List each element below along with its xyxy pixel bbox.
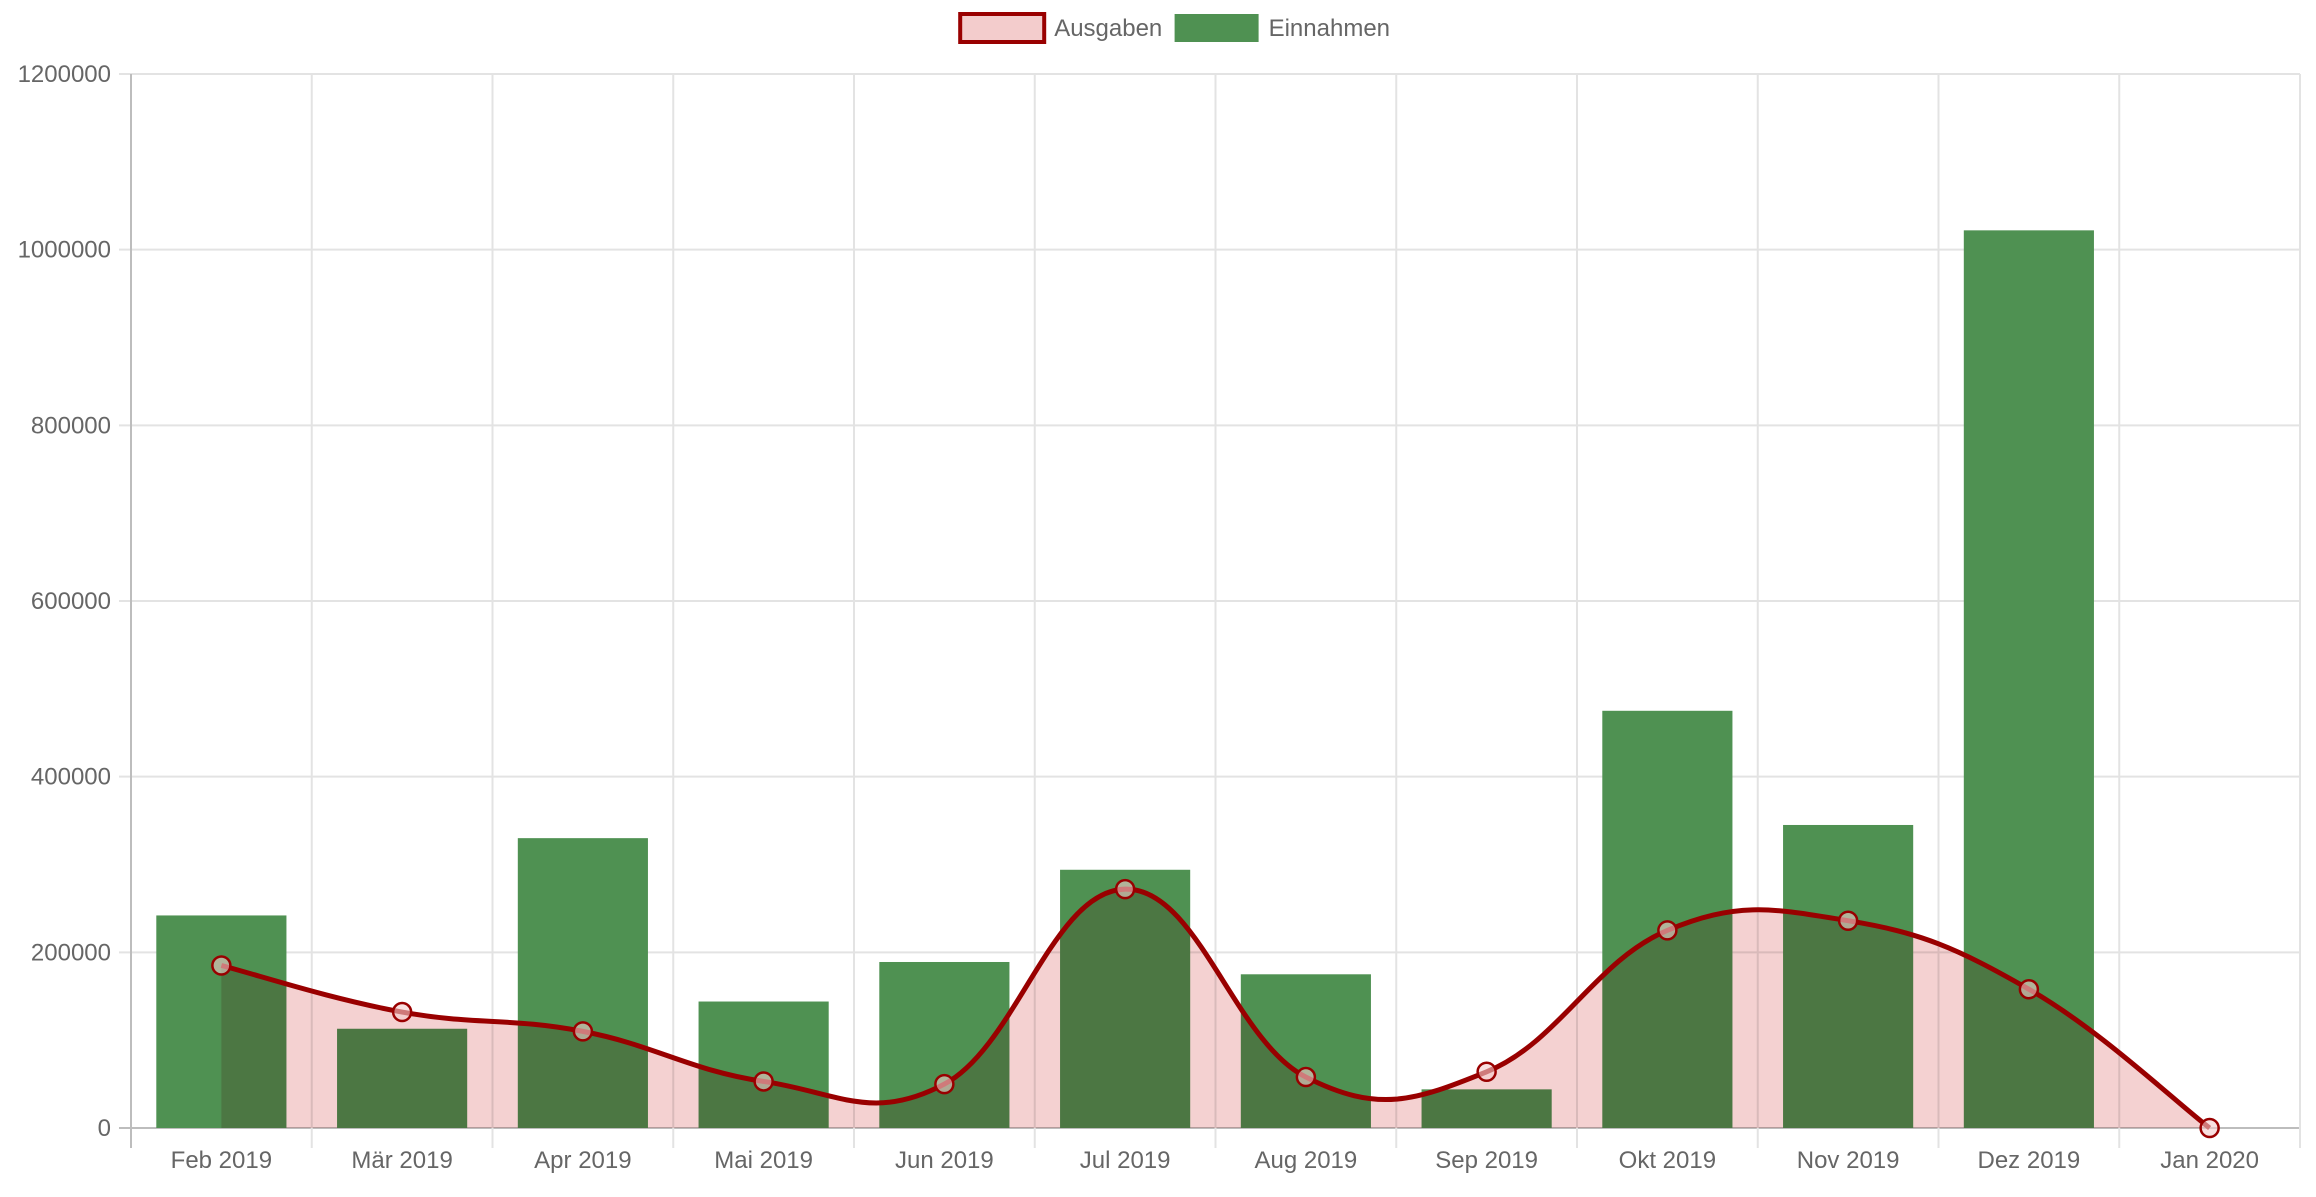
x-tick-label: Mai 2019	[714, 1147, 813, 1174]
x-tick-label: Okt 2019	[1619, 1147, 1716, 1174]
x-tick-label: Jan 2020	[2160, 1147, 2259, 1174]
ausgaben-point[interactable]	[1114, 878, 1136, 900]
ausgaben-point[interactable]	[1295, 1066, 1317, 1088]
legend-label: Einnahmen	[1269, 15, 1390, 42]
ausgaben-area	[221, 889, 2210, 1128]
legend-swatch	[1174, 14, 1259, 42]
x-tick-label: Mär 2019	[351, 1147, 452, 1174]
legend-item-ausgaben[interactable]: Ausgaben	[958, 12, 1162, 44]
y-tick-label: 400000	[31, 764, 111, 791]
x-tick-label: Sep 2019	[1435, 1147, 1538, 1174]
x-tick-label: Aug 2019	[1254, 1147, 1357, 1174]
axes: 0 200000 400000 600000 800000 1000000 1200000 F…	[18, 61, 2259, 1174]
x-tick-label: Jul 2019	[1080, 1147, 1171, 1174]
ausgaben-point[interactable]	[934, 1073, 955, 1095]
ausgaben-point[interactable]	[1657, 920, 1678, 941]
ausgaben-point[interactable]	[572, 1021, 594, 1042]
ausgaben-area-fill	[221, 889, 2210, 1128]
legend-label: Ausgaben	[1054, 15, 1162, 42]
y-tick-label: 600000	[31, 588, 111, 615]
ausgaben-point[interactable]	[391, 1001, 413, 1023]
y-tick-label: 800000	[31, 412, 111, 439]
legend[interactable]: Ausgaben Einnahmen	[958, 12, 1390, 44]
ausgaben-point[interactable]	[1476, 1061, 1497, 1083]
ausgaben-point[interactable]	[1837, 910, 1859, 931]
ausgaben-point[interactable]	[2018, 978, 2040, 1000]
y-tick-label: 0	[98, 1115, 111, 1142]
ausgaben-point[interactable]	[2199, 1117, 2220, 1139]
x-tick-label: Jun 2019	[895, 1147, 994, 1174]
y-tick-label: 1000000	[18, 237, 111, 264]
legend-item-einnahmen[interactable]: Einnahmen	[1174, 14, 1390, 42]
x-tick-label: Nov 2019	[1797, 1147, 1900, 1174]
legend-swatch	[958, 12, 1047, 44]
x-tick-label: Apr 2019	[534, 1147, 631, 1174]
x-tick-label: Dez 2019	[1978, 1147, 2081, 1174]
y-tick-label: 1200000	[18, 61, 111, 88]
y-tick-label: 200000	[31, 939, 111, 966]
ausgaben-points	[211, 878, 2220, 1139]
x-tick-label: Feb 2019	[171, 1147, 272, 1174]
ausgaben-point[interactable]	[753, 1071, 774, 1092]
ausgaben-point[interactable]	[211, 955, 232, 976]
